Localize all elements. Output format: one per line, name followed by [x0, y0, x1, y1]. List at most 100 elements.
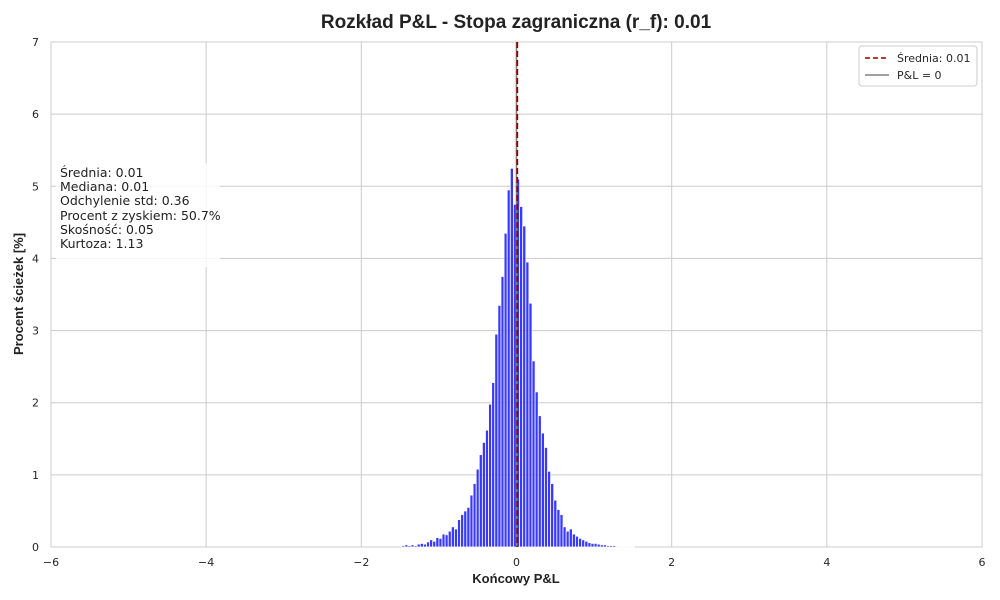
- histogram-bar: [401, 545, 406, 548]
- histogram-bar: [621, 545, 626, 548]
- y-tick-label: 2: [32, 397, 39, 410]
- histogram-bar: [491, 382, 496, 548]
- stats-std: Odchylenie std: 0.36: [60, 193, 190, 208]
- histogram-bar: [540, 432, 545, 548]
- histogram-bar: [534, 391, 539, 548]
- histogram-bar: [488, 403, 493, 548]
- histogram-bar: [615, 545, 620, 548]
- histogram-bar: [432, 540, 437, 548]
- histogram-bar: [553, 499, 558, 548]
- x-tick-label: −2: [353, 556, 369, 569]
- histogram-bar: [506, 189, 511, 548]
- histogram-bar: [509, 167, 514, 548]
- histogram-bar: [522, 225, 527, 548]
- histogram-bar: [404, 544, 409, 548]
- histogram-bar: [469, 494, 474, 548]
- histogram-bar: [525, 261, 530, 548]
- y-tick-label: 7: [32, 36, 39, 49]
- histogram-bar: [519, 206, 524, 548]
- histogram-bar: [537, 415, 542, 548]
- histogram-bar: [429, 539, 434, 548]
- histogram-bar: [435, 537, 440, 548]
- histogram-bar: [571, 533, 576, 548]
- x-tick-label: 0: [513, 556, 520, 569]
- histogram-bar: [419, 542, 424, 548]
- histogram-bar: [438, 537, 443, 548]
- histogram-bar: [547, 470, 552, 548]
- x-axis-label: Końcowy P&L: [472, 571, 559, 586]
- histogram-bar: [494, 333, 499, 548]
- histogram-bar: [590, 542, 595, 548]
- y-tick-label: 5: [32, 180, 39, 193]
- histogram-bar: [531, 360, 536, 548]
- y-tick-label: 4: [32, 252, 39, 265]
- histogram-bar: [481, 441, 486, 548]
- histogram-bar: [575, 535, 579, 548]
- histogram-bar: [596, 543, 601, 548]
- stats-profit-percent: Procent z zyskiem: 50.7%: [60, 208, 221, 223]
- histogram-bar: [609, 545, 614, 548]
- x-tick-label: 6: [979, 556, 986, 569]
- histogram-bar: [606, 545, 610, 548]
- histogram-bar: [475, 468, 480, 548]
- histogram-bar: [441, 533, 446, 548]
- histogram-bar: [503, 232, 508, 548]
- histogram-bar: [587, 542, 592, 548]
- y-tick-label: 1: [32, 469, 39, 482]
- histogram-bar: [550, 483, 555, 548]
- histogram-bar: [556, 509, 561, 548]
- legend-mean-label: Średnia: 0.01: [897, 52, 970, 65]
- histogram-bar: [410, 544, 415, 548]
- histogram-bar: [407, 545, 412, 548]
- histogram-bar: [528, 302, 533, 548]
- x-axis-ticks: −6 −4 −2 0 2 4 6: [43, 556, 986, 569]
- histogram-bar: [593, 542, 598, 548]
- histogram-bar: [584, 540, 589, 548]
- histogram-bar: [578, 537, 583, 548]
- stats-skewness: Skośność: 0.05: [60, 222, 154, 237]
- histogram-bar: [544, 447, 548, 548]
- x-tick-label: −6: [43, 556, 59, 569]
- histogram-bar: [426, 541, 431, 548]
- histogram-bar: [568, 528, 573, 548]
- histogram-bar: [497, 304, 502, 548]
- histogram-bar: [500, 276, 505, 548]
- histogram-bar: [422, 543, 427, 548]
- y-axis-label: Procent ścieżek [%]: [11, 233, 26, 355]
- histogram-bar: [624, 545, 629, 548]
- legend-zero-label: P&L = 0: [897, 69, 942, 82]
- histogram-bar: [413, 545, 418, 548]
- histogram-bar: [454, 528, 458, 548]
- y-tick-label: 0: [32, 541, 39, 554]
- histogram-bar: [612, 545, 617, 548]
- legend-frame: [858, 45, 978, 87]
- histogram-bar: [450, 526, 455, 548]
- histogram-bar: [562, 526, 567, 548]
- x-tick-label: −4: [198, 556, 214, 569]
- histogram-bar: [447, 530, 452, 548]
- y-axis-ticks: 0 1 2 3 4 5 6 7: [32, 36, 39, 554]
- chart-title: Rozkład P&L - Stopa zagraniczna (r_f): 0…: [321, 12, 712, 33]
- histogram-bar: [630, 545, 635, 548]
- histogram-bars: [401, 167, 635, 548]
- histogram-bar: [565, 530, 570, 548]
- histogram-bar: [627, 545, 632, 548]
- histogram-bar: [618, 545, 623, 548]
- histogram-bar: [599, 544, 604, 548]
- y-tick-label: 6: [32, 108, 39, 121]
- histogram-bar: [416, 543, 421, 548]
- legend: Średnia: 0.01 P&L = 0: [858, 45, 978, 87]
- stats-kurtosis: Kurtoza: 1.13: [60, 236, 143, 251]
- y-tick-label: 3: [32, 325, 39, 338]
- histogram-bar: [478, 454, 483, 548]
- histogram-bar: [472, 483, 477, 548]
- x-tick-label: 2: [668, 556, 675, 569]
- histogram-bar: [602, 544, 607, 548]
- histogram-bar: [466, 506, 471, 548]
- histogram-bar: [581, 539, 586, 548]
- stats-mean: Średnia: 0.01: [60, 165, 144, 180]
- stats-box: Średnia: 0.01 Mediana: 0.01 Odchylenie s…: [56, 163, 221, 267]
- stats-median: Mediana: 0.01: [60, 179, 149, 194]
- histogram-bar: [457, 519, 462, 548]
